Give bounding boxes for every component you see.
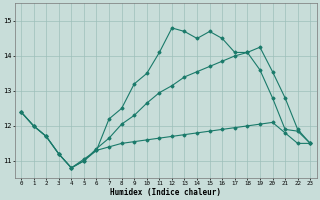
X-axis label: Humidex (Indice chaleur): Humidex (Indice chaleur) <box>110 188 221 197</box>
